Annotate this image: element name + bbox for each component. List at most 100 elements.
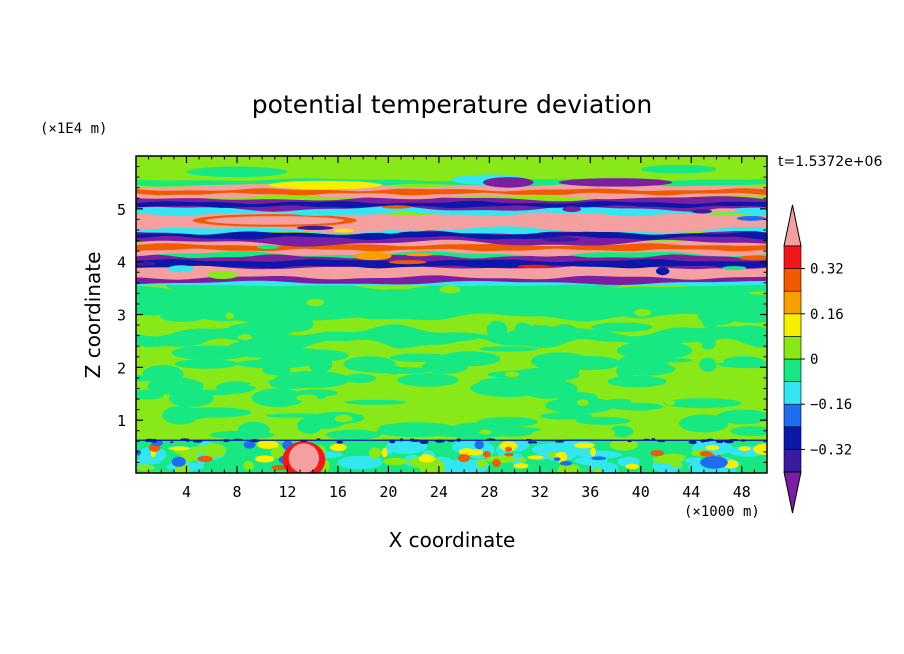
patch-zero-neg bbox=[343, 356, 397, 373]
colorbar-box bbox=[783, 403, 802, 428]
patch-zero-neg bbox=[265, 413, 325, 418]
layer-navy-2 bbox=[136, 259, 767, 269]
field-contours bbox=[136, 164, 767, 473]
inversion-speck bbox=[336, 440, 344, 444]
colorbar-box bbox=[783, 313, 802, 337]
upper-speck bbox=[333, 228, 354, 233]
patch-zero-neg bbox=[209, 430, 275, 440]
x-axis-title: X coordinate bbox=[389, 528, 516, 552]
bl-orange bbox=[197, 455, 213, 463]
bl-yellow bbox=[381, 447, 388, 458]
x-tick-label: 36 bbox=[581, 483, 599, 501]
patch-zero-neg bbox=[208, 347, 245, 359]
spot-yellow-top bbox=[268, 180, 383, 190]
colorbar-label: 0.16 bbox=[810, 307, 844, 323]
patch-zero-neg bbox=[479, 346, 538, 352]
inversion-speck bbox=[192, 440, 203, 443]
x-tick-label: 16 bbox=[329, 483, 347, 501]
spot-green-top bbox=[186, 166, 288, 178]
bl-yellow bbox=[168, 446, 191, 451]
bl-light bbox=[476, 458, 488, 468]
upper-speck bbox=[722, 266, 747, 271]
bl-yellow bbox=[590, 447, 597, 457]
bl-light bbox=[557, 463, 581, 473]
patch-zero-neg bbox=[470, 379, 547, 398]
patch-zero-neg bbox=[679, 414, 729, 433]
patch-zero-neg bbox=[723, 356, 764, 367]
patch-zero-neg bbox=[392, 368, 413, 374]
patch-zero-neg bbox=[545, 397, 615, 414]
colorbar: 0.32 0.16 0 −0.16 −0.32 bbox=[783, 204, 852, 514]
x-tick-label: 44 bbox=[682, 483, 700, 501]
patch-zero-neg bbox=[136, 375, 160, 382]
colorbar-box bbox=[783, 245, 802, 269]
colorbar-box bbox=[783, 449, 802, 473]
band-green-upper bbox=[136, 280, 767, 322]
bl-light bbox=[202, 443, 227, 458]
bl-blue bbox=[474, 440, 484, 450]
patch-light bbox=[225, 312, 235, 320]
bl-orange bbox=[492, 458, 501, 467]
colorbar-box bbox=[783, 426, 802, 450]
patch-zero-neg bbox=[308, 356, 333, 373]
bl-light bbox=[243, 460, 254, 471]
patch-zero-neg bbox=[251, 388, 305, 408]
bl-blue bbox=[559, 460, 573, 466]
bl-blue bbox=[553, 457, 561, 462]
upper-speck bbox=[405, 252, 433, 257]
upper-speck bbox=[381, 205, 412, 209]
y-unit-label: (×1E4 m) bbox=[40, 121, 107, 137]
x-tick-label: 32 bbox=[531, 483, 549, 501]
bl-light bbox=[609, 439, 639, 451]
patch-zero-neg bbox=[591, 322, 653, 332]
patch-zero-neg bbox=[634, 403, 654, 411]
inversion-speck bbox=[689, 440, 697, 445]
patch-light bbox=[749, 291, 767, 295]
patch-zero-neg bbox=[376, 425, 455, 438]
patch-zero-neg bbox=[477, 416, 539, 427]
colorbar-box bbox=[783, 290, 802, 315]
bl-orange bbox=[504, 452, 514, 457]
x-tick-label: 48 bbox=[733, 483, 751, 501]
bl-yellow bbox=[422, 454, 430, 458]
patch-zero-neg bbox=[730, 426, 767, 437]
upper-speck bbox=[736, 215, 766, 221]
upper-speck bbox=[207, 270, 239, 280]
patch-zero-neg bbox=[397, 373, 459, 387]
upper-speck bbox=[256, 244, 279, 250]
inversion-speck bbox=[555, 440, 564, 443]
colorbar-label: 0 bbox=[810, 352, 818, 368]
bl-orange bbox=[458, 454, 470, 463]
y-tick-label: 4 bbox=[117, 254, 126, 272]
patch-light bbox=[237, 334, 253, 340]
patch-light bbox=[296, 394, 319, 402]
bl-yellow bbox=[738, 446, 751, 452]
bl-cyan bbox=[598, 462, 619, 473]
patch-zero-neg bbox=[297, 417, 322, 434]
bl-yellow bbox=[418, 454, 435, 463]
bl-cyan bbox=[578, 450, 622, 459]
patch-light bbox=[439, 285, 461, 294]
patch-zero-neg bbox=[162, 405, 199, 425]
y-axis: 1 2 3 4 5 bbox=[117, 166, 767, 463]
upper-speck bbox=[380, 229, 401, 234]
upper-speck bbox=[167, 265, 195, 273]
bl-yellow bbox=[499, 441, 518, 452]
patch-zero-neg bbox=[344, 373, 376, 383]
y-tick-label: 1 bbox=[117, 412, 126, 430]
upper-speck bbox=[136, 261, 157, 267]
patch-light bbox=[504, 371, 520, 377]
patch-zero-neg bbox=[716, 409, 767, 425]
bl-blue bbox=[171, 456, 186, 467]
patch-zero-neg bbox=[607, 375, 667, 388]
bl-orange bbox=[482, 450, 491, 458]
colorbar-box bbox=[783, 268, 802, 292]
patch-light bbox=[626, 413, 643, 420]
plume-pink bbox=[288, 443, 319, 473]
x-tick-label: 12 bbox=[278, 483, 296, 501]
x-tick-label: 20 bbox=[379, 483, 397, 501]
upper-speck bbox=[388, 260, 427, 265]
x-tick-label: 28 bbox=[480, 483, 498, 501]
y-axis-title: Z coordinate bbox=[81, 252, 105, 379]
x-tick-label: 40 bbox=[632, 483, 650, 501]
